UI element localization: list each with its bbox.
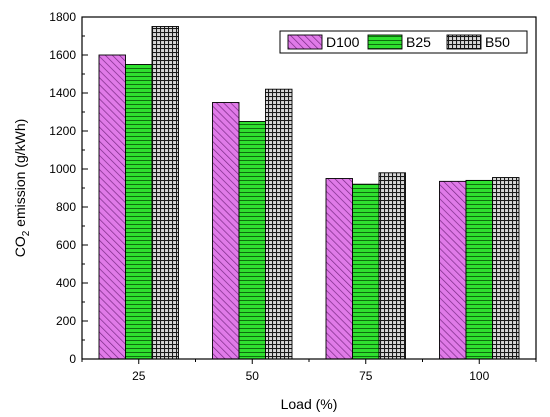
bar-d100-25 [98,54,126,360]
x-axis-title: Load (%) [281,396,338,412]
y-tick-label: 1200 [49,124,76,138]
legend-label-b25: B25 [406,34,431,50]
y-tick-label: 200 [56,314,76,328]
y-tick-label: 600 [56,238,76,252]
x-tick-label: 100 [469,369,489,383]
y-tick-label: 1000 [49,162,76,176]
bar-b25-50 [238,121,266,360]
bar-b25-75 [352,183,380,360]
y-axis-title-subscript: 2 [21,230,32,236]
bar-b25-100 [465,179,493,360]
bar-b50-25 [151,26,179,360]
bar-d100-100 [439,180,467,360]
y-tick-label: 1400 [49,86,76,100]
bar-b50-75 [378,172,406,360]
x-axis-ticks: 25 50 75 100 [81,359,537,383]
bar-d100-75 [325,178,353,360]
legend-label-d100: D100 [326,34,360,50]
bar-b25-25 [125,64,153,360]
y-axis-ticks: 0 200 400 600 800 1000 1200 1400 1600 1800 [49,10,88,366]
x-tick-label: 75 [359,369,373,383]
y-axis-title-main: CO [12,236,28,257]
x-tick-label: 50 [246,369,260,383]
plot-frame [81,16,537,360]
bars-layer [98,26,520,360]
legend-label-b50: B50 [485,34,510,50]
y-tick-label: 1600 [49,48,76,62]
bar-d100-50 [212,102,240,360]
y-tick-label: 400 [56,276,76,290]
bar-b50-100 [492,177,520,360]
y-axis-title: CO2 emission (g/kWh) [12,119,32,258]
legend: D100 B25 B50 [279,30,528,54]
y-axis-title-rest: emission (g/kWh) [12,119,28,231]
x-tick-label: 25 [132,369,146,383]
bar-b50-50 [265,88,293,360]
y-tick-label: 1800 [49,10,76,24]
legend-swatch-b50 [446,34,482,50]
legend-swatch-b25 [367,34,403,50]
y-tick-label: 800 [56,200,76,214]
legend-swatch-d100 [287,34,323,50]
y-tick-label: 0 [69,352,76,366]
